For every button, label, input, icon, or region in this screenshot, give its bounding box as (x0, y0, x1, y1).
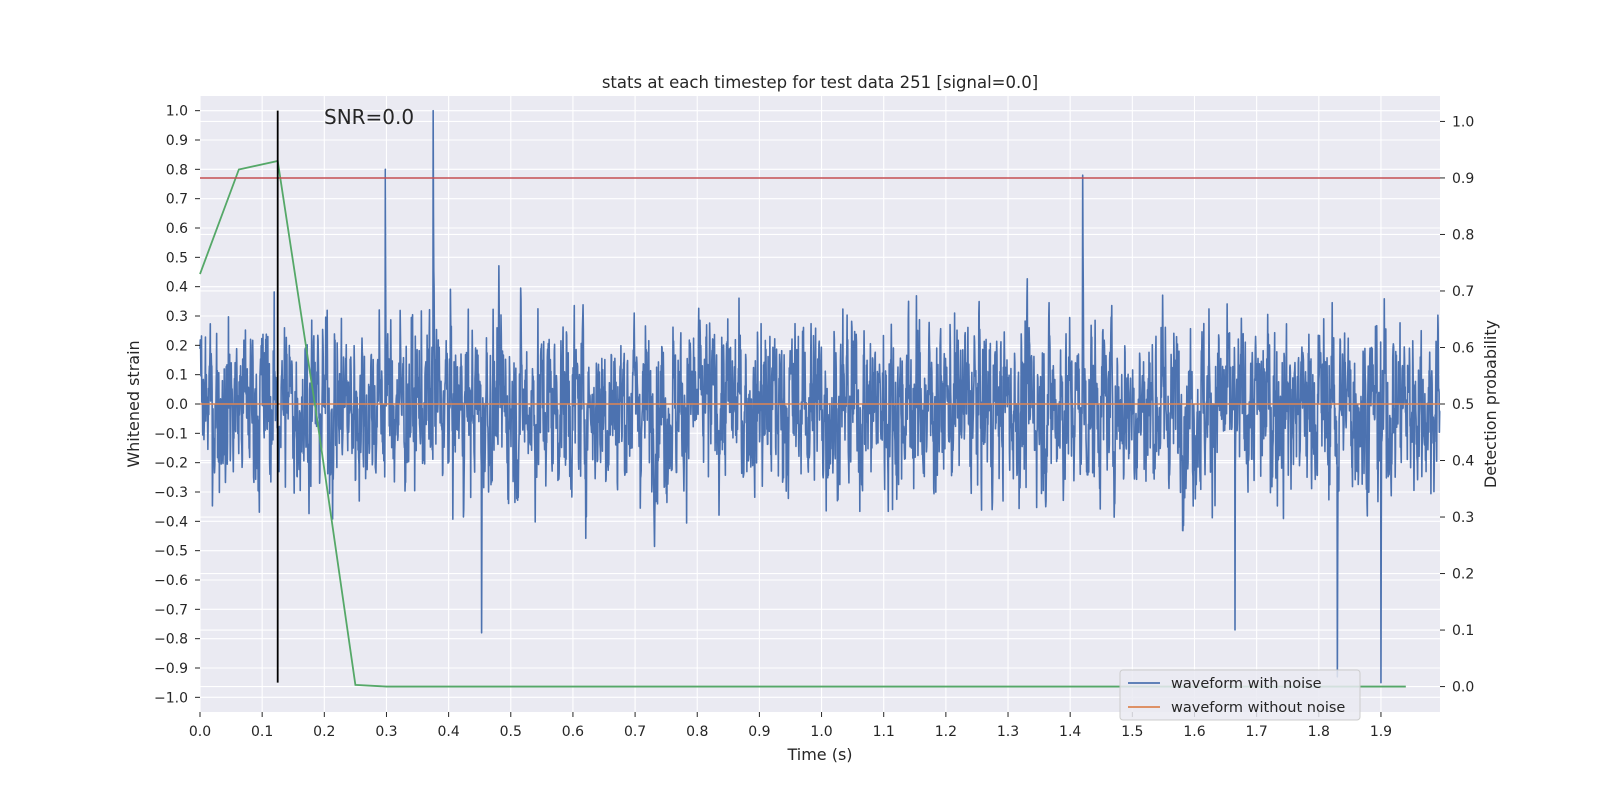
y2-tick-label: 0.7 (1452, 284, 1474, 300)
y-tick-label: 0.2 (166, 338, 188, 354)
x-tick-label: 0.9 (748, 724, 770, 740)
y-tick-label: −0.1 (154, 426, 188, 442)
y2-tick-label: 0.6 (1452, 340, 1474, 356)
y2-tick-label: 0.9 (1452, 171, 1474, 187)
y-tick-label: 1.0 (166, 104, 188, 120)
y-tick-label: −0.2 (154, 456, 188, 472)
y2-tick-label: 1.0 (1452, 114, 1474, 130)
x-tick-label: 0.0 (189, 724, 211, 740)
y2-tick-label: 0.2 (1452, 567, 1474, 583)
y-tick-label: 0.7 (166, 192, 188, 208)
y2-tick-label: 0.3 (1452, 510, 1474, 526)
x-tick-label: 1.2 (935, 724, 957, 740)
y-tick-label: 0.9 (166, 133, 188, 149)
y-tick-label: −0.3 (154, 485, 188, 501)
x-tick-label: 1.4 (1059, 724, 1081, 740)
legend-box (1119, 669, 1361, 721)
y-tick-label: 0.0 (166, 397, 188, 413)
x-tick-label: 1.8 (1308, 724, 1330, 740)
y-tick-label: 0.4 (166, 280, 188, 296)
x-tick-label: 1.7 (1246, 724, 1268, 740)
y2-tick-label: 0.1 (1452, 623, 1474, 639)
x-axis-label: Time (s) (786, 745, 852, 764)
series-waveform-with-noise (199, 109, 1441, 684)
legend-label-with-noise: waveform with noise (1171, 676, 1322, 692)
x-tick-label: 0.4 (437, 724, 459, 740)
x-tick-label: 0.6 (562, 724, 584, 740)
legend: waveform with noise waveform without noi… (1119, 669, 1361, 721)
y-tick-label: 0.5 (166, 250, 188, 266)
y-tick-label: −0.5 (154, 544, 188, 560)
y-tick-label: −0.4 (154, 514, 188, 530)
x-tick-label: 1.3 (997, 724, 1019, 740)
y2-axis-label: Detection probability (1481, 320, 1500, 488)
y2-tick-label: 0.5 (1452, 397, 1474, 413)
x-tick-label: 1.1 (873, 724, 895, 740)
y-tick-label: −0.7 (154, 602, 188, 618)
axes-labels: 0.0 0.1 0.2 0.3 0.4 0.5 0.6 0.7 0.8 0.9 1.0 1.1 1.2 1… (154, 104, 1474, 740)
snr-annotation: SNR=0.0 (324, 105, 414, 129)
x-tick-label: 1.5 (1121, 724, 1143, 740)
y-tick-label: −0.8 (154, 632, 188, 648)
y-tick-label: −0.6 (154, 573, 188, 589)
y-tick-label: 0.6 (166, 221, 188, 237)
y-tick-label: 0.8 (166, 162, 188, 178)
y-tick-label: 0.3 (166, 309, 188, 325)
y-tick-label: −0.9 (154, 661, 188, 677)
x-tick-label: 1.6 (1183, 724, 1205, 740)
x-tick-label: 0.2 (313, 724, 335, 740)
x-tick-label: 1.9 (1370, 724, 1392, 740)
series-layer (199, 109, 1441, 688)
y2-tick-label: 0.8 (1452, 227, 1474, 243)
x-tick-label: 1.0 (810, 724, 832, 740)
x-tick-label: 0.5 (500, 724, 522, 740)
y-tick-label: 0.1 (166, 368, 188, 384)
x-tick-label: 0.7 (624, 724, 646, 740)
x-tick-label: 0.3 (375, 724, 397, 740)
y2-tick-label: 0.0 (1452, 680, 1474, 696)
x-tick-label: 0.1 (251, 724, 273, 740)
y-tick-label: −1.0 (154, 690, 188, 706)
legend-label-without-noise: waveform without noise (1171, 700, 1345, 716)
y2-tick-label: 0.4 (1452, 454, 1474, 470)
chart-title: stats at each timestep for test data 251… (602, 73, 1038, 92)
x-tick-label: 0.8 (686, 724, 708, 740)
y-axis-label: Whitened strain (124, 340, 143, 467)
